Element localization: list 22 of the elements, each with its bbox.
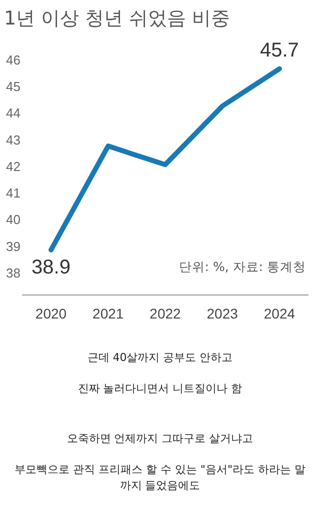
x-tick-label: 2022 [150, 305, 182, 322]
y-tick-label: 39 [6, 238, 20, 254]
data-label: 38.9 [32, 256, 70, 278]
y-tick-label: 40 [6, 212, 20, 228]
y-tick-label: 43 [6, 132, 20, 148]
x-tick-label: 2023 [206, 305, 238, 322]
y-tick-label: 45 [6, 79, 20, 94]
data-label: 45.7 [260, 39, 299, 62]
x-tick-label: 2024 [264, 305, 296, 322]
y-tick-label: 46 [6, 52, 20, 68]
x-tick-label: 2020 [35, 305, 67, 322]
annotation: 단위: %, 자료: 통계청 [178, 259, 306, 274]
text: 진짜 놀러다니면서 니트질이나 함 [76, 380, 244, 396]
chart-title: 1년 이상 청년 쉬었음 비중 [4, 7, 230, 30]
text: 오죽하면 언제까지 그따구로 살거냐고 [66, 431, 254, 447]
y-tick-label: 41 [6, 186, 20, 201]
y-tick-label: 44 [6, 106, 20, 121]
text: 부모빽으로 관직 프리패스 할 수 있는 "음서"라도 하라는 말까지 들었음에도 [13, 462, 307, 494]
y-tick-label: 42 [6, 158, 20, 174]
x-tick-label: 2021 [92, 305, 124, 322]
text: 근데 40살까지 공부도 안하고 [86, 350, 234, 366]
y-tick-label: 38 [6, 265, 20, 280]
